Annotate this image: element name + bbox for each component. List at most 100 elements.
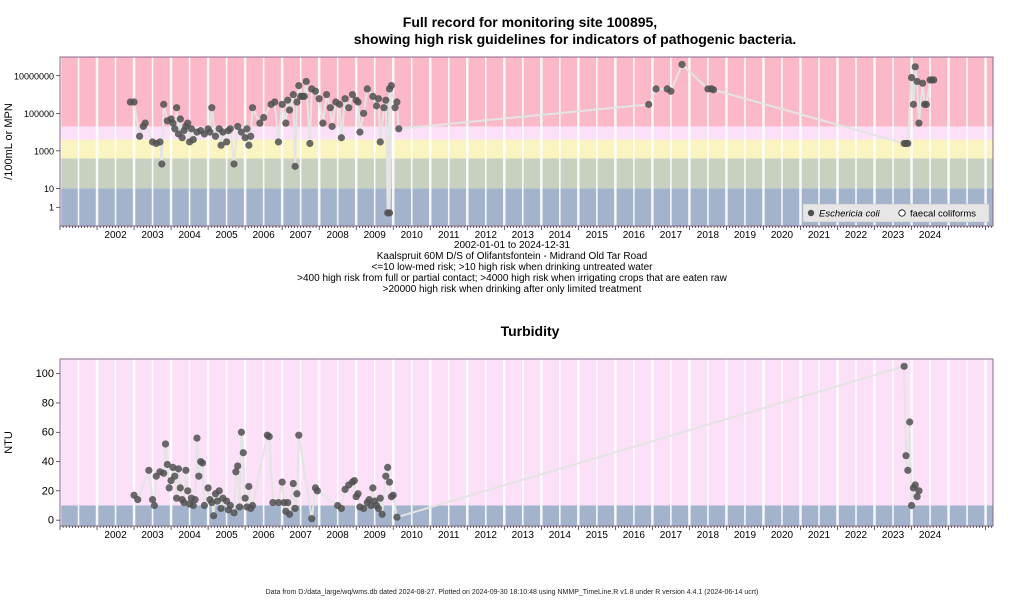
data-point — [678, 60, 686, 69]
bacteria-chart: 2002 2003 2004 2005 2006 2007 2008 2009 2010 2011… — [3, 56, 994, 241]
data-point — [376, 494, 384, 502]
x-tick-label: 2015 — [586, 530, 609, 541]
x-tick-label: 2009 — [364, 530, 387, 541]
x-tick-label: 2002 — [104, 530, 127, 541]
turbidity-title: Turbidity — [500, 323, 560, 339]
data-point — [363, 85, 371, 93]
data-point — [348, 90, 357, 99]
data-point — [393, 98, 401, 106]
x-tick-label: 2013 — [512, 230, 535, 241]
x-tick-label: 2005 — [215, 530, 238, 541]
x-tick-label: 2004 — [178, 230, 201, 241]
data-point — [141, 119, 149, 127]
y-tick-label: 60 — [42, 427, 54, 439]
x-tick-label: 2022 — [845, 530, 868, 541]
data-point — [667, 87, 675, 95]
legend-fc-label: faecal coliforms — [910, 209, 976, 220]
turbidity-chart: 2002 2003 2004 2005 2006 2007 2008 2009 2010 2011… — [3, 358, 994, 541]
y-tick-label: 10 — [44, 184, 54, 194]
data-point — [382, 472, 390, 480]
subtitle-line: 2002-01-01 to 2024-12-31 — [453, 240, 571, 251]
data-point — [293, 490, 301, 498]
data-point — [387, 81, 395, 90]
data-point — [278, 478, 286, 486]
legend-fc-marker — [898, 209, 906, 217]
data-point — [709, 86, 718, 94]
x-tick-label: 2016 — [623, 230, 646, 241]
data-point — [193, 434, 201, 442]
data-point — [345, 104, 353, 112]
data-point — [313, 487, 321, 495]
x-tick-label: 2020 — [771, 230, 794, 241]
y-tick-label: 20 — [42, 485, 54, 497]
data-point — [645, 100, 653, 108]
data-point — [187, 125, 196, 133]
data-point — [278, 100, 286, 108]
x-tick-label: 2014 — [549, 230, 572, 241]
data-point — [204, 484, 212, 492]
x-tick-label: 2018 — [697, 230, 720, 241]
subtitle-line: >400 high risk from full or partial cont… — [297, 273, 727, 284]
data-point — [237, 428, 246, 436]
y-tick-label: 1000 — [34, 146, 54, 156]
y-tick-label: 10000000 — [14, 71, 54, 81]
data-point — [359, 109, 368, 117]
data-point — [284, 498, 292, 507]
data-point — [350, 476, 358, 485]
data-point — [206, 128, 214, 136]
data-point — [150, 501, 159, 510]
data-point — [148, 496, 157, 504]
x-tick-label: 2006 — [253, 230, 276, 241]
data-point — [282, 119, 290, 127]
y-tick-label: 100000 — [24, 109, 54, 119]
x-tick-label: 2004 — [178, 530, 201, 541]
data-point — [211, 132, 220, 140]
y-tick-label: 40 — [42, 456, 54, 468]
data-point — [356, 128, 364, 136]
data-point — [378, 510, 386, 518]
data-point — [335, 100, 344, 108]
x-tick-label: 2021 — [808, 230, 831, 241]
data-point — [385, 478, 394, 486]
x-tick-label: 2019 — [734, 530, 757, 541]
x-tick-label: 2024 — [919, 230, 942, 241]
data-point — [922, 100, 930, 108]
data-point — [322, 90, 331, 99]
data-point — [163, 460, 171, 469]
data-point — [328, 122, 336, 131]
data-point — [173, 494, 181, 502]
data-point — [389, 491, 397, 499]
data-point — [295, 431, 303, 439]
legend-ecoli-marker — [807, 209, 815, 217]
data-point — [365, 496, 373, 504]
data-point — [295, 81, 303, 90]
x-tick-label: 2013 — [512, 530, 535, 541]
data-point — [189, 501, 197, 510]
y-axis-label: NTU — [3, 431, 15, 454]
x-tick-label: 2010 — [401, 530, 424, 541]
x-tick-label: 2009 — [364, 230, 387, 241]
data-point — [200, 130, 208, 138]
x-tick-label: 2023 — [882, 530, 905, 541]
x-tick-label: 2002 — [104, 230, 127, 241]
data-point — [239, 449, 247, 457]
x-tick-label: 2007 — [290, 230, 313, 241]
x-tick-label: 2008 — [327, 530, 350, 541]
data-point — [913, 77, 921, 86]
x-tick-label: 2011 — [438, 230, 460, 241]
data-point — [248, 104, 257, 112]
data-point — [285, 106, 294, 114]
data-point — [311, 87, 320, 95]
data-point — [230, 160, 238, 168]
data-point — [306, 139, 314, 148]
data-point — [217, 504, 225, 513]
data-point — [176, 484, 184, 492]
x-tick-label: 2007 — [290, 530, 313, 541]
data-point — [289, 479, 297, 488]
data-point — [302, 77, 310, 86]
x-tick-label: 2018 — [697, 530, 720, 541]
data-point — [198, 459, 207, 467]
plot-frame — [59, 358, 994, 527]
data-point — [300, 92, 308, 100]
subtitle-line: >20000 high risk when drinking after onl… — [382, 284, 642, 295]
